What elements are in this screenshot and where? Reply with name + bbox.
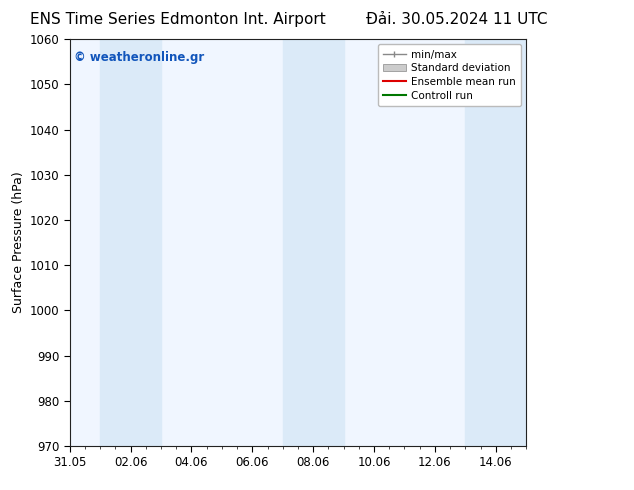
Text: © weatheronline.gr: © weatheronline.gr <box>74 51 205 64</box>
Bar <box>283 39 344 446</box>
Bar <box>465 39 526 446</box>
Text: Đải. 30.05.2024 11 UTC: Đải. 30.05.2024 11 UTC <box>366 12 547 27</box>
Bar <box>100 39 161 446</box>
Legend: min/max, Standard deviation, Ensemble mean run, Controll run: min/max, Standard deviation, Ensemble me… <box>378 45 521 106</box>
Y-axis label: Surface Pressure (hPa): Surface Pressure (hPa) <box>13 172 25 314</box>
Text: ENS Time Series Edmonton Int. Airport: ENS Time Series Edmonton Int. Airport <box>30 12 325 27</box>
